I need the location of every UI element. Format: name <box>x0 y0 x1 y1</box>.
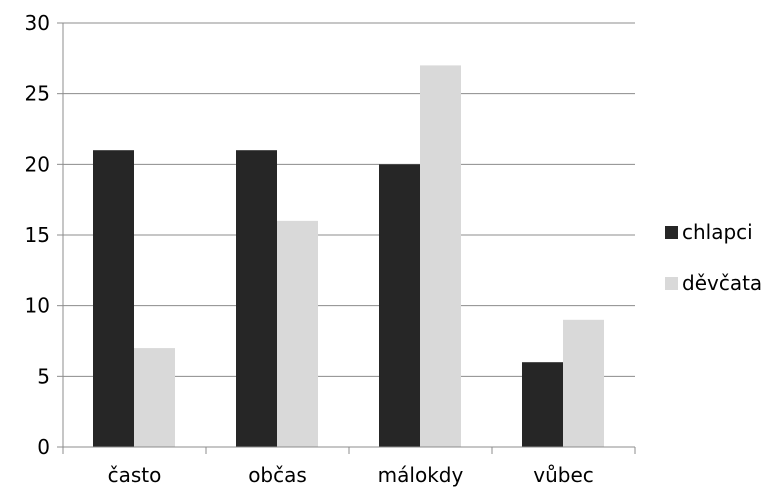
x-tick-label: často <box>108 463 162 487</box>
bar-devcata <box>134 348 175 447</box>
legend: chlapci děvčata <box>665 220 762 295</box>
y-tick-label: 25 <box>25 82 50 106</box>
bar-devcata <box>277 220 318 447</box>
gridlines <box>63 22 635 377</box>
legend-swatch-devcata <box>665 277 678 290</box>
y-tick-label: 20 <box>25 152 50 176</box>
x-tick-label: občas <box>248 463 307 487</box>
x-tick-label: vůbec <box>533 463 594 487</box>
bar-chlapci <box>236 150 277 447</box>
y-tick-label: 5 <box>37 364 50 388</box>
y-tick-label: 0 <box>37 435 50 459</box>
legend-label-chlapci: chlapci <box>682 220 753 244</box>
bar-devcata <box>563 319 604 447</box>
legend-swatch-chlapci <box>665 226 678 239</box>
bar-chlapci <box>522 362 563 447</box>
y-tick-label: 10 <box>25 294 50 318</box>
y-axis-ticks: 0 5 10 15 20 25 30 <box>25 11 63 459</box>
bar-chlapci <box>379 164 420 448</box>
y-tick-label: 30 <box>25 11 50 35</box>
bars <box>93 65 604 448</box>
x-axis-ticks: často občas málokdy vůbec <box>62 447 636 487</box>
bar-chlapci <box>93 150 134 447</box>
y-tick-label: 15 <box>25 223 50 247</box>
bar-devcata <box>420 65 461 448</box>
x-tick-label: málokdy <box>378 463 464 487</box>
legend-label-devcata: děvčata <box>682 271 762 295</box>
